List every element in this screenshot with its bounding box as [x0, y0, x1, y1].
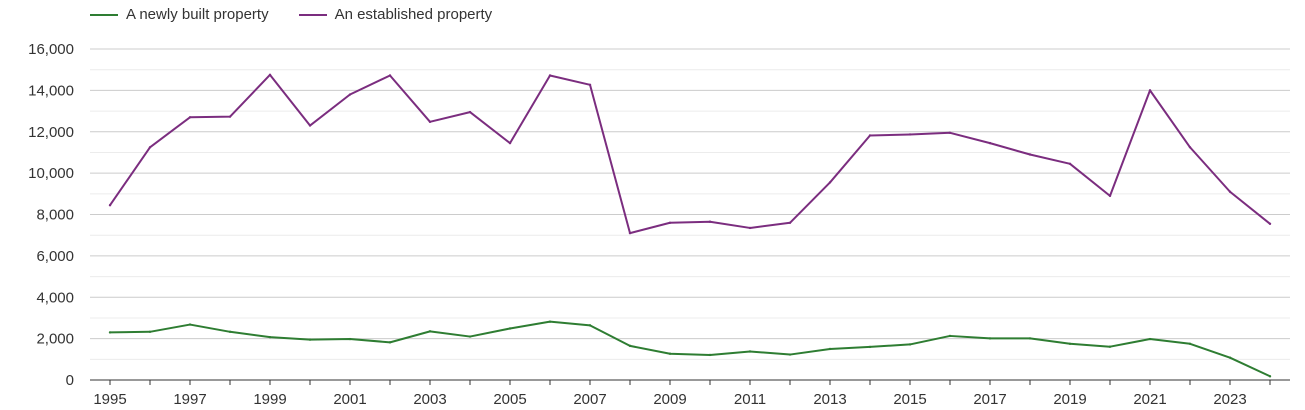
x-tick-label: 2015: [893, 391, 926, 408]
data-point-established: [548, 74, 552, 77]
gridlines: [90, 48, 1290, 360]
data-point-new-build: [1108, 345, 1112, 348]
data-point-established: [1108, 194, 1112, 198]
data-point-new-build: [148, 330, 152, 333]
chart-legend: A newly built property An established pr…: [90, 6, 492, 23]
data-point-established: [428, 120, 432, 124]
data-point-established: [348, 93, 352, 96]
x-tick-label: 2011: [734, 391, 766, 408]
data-point-established: [388, 74, 392, 77]
x-tick-label: 1999: [253, 391, 286, 408]
data-point-established: [948, 131, 952, 134]
series-lines: [108, 73, 1272, 378]
data-point-established: [508, 141, 512, 145]
y-tick-label: 0: [66, 372, 74, 389]
data-point-new-build: [1268, 375, 1272, 378]
data-point-established: [1268, 222, 1272, 226]
x-tick-label: 2017: [973, 391, 1006, 408]
data-point-established: [708, 220, 712, 223]
x-tick-label: 2021: [1133, 391, 1166, 408]
data-point-new-build: [588, 324, 592, 327]
y-tick-label: 4,000: [36, 289, 74, 306]
data-point-established: [1228, 190, 1232, 193]
x-tick-label: 2003: [413, 391, 446, 408]
data-point-established: [108, 203, 112, 207]
y-tick-label: 8,000: [36, 207, 74, 224]
data-point-new-build: [348, 337, 352, 341]
x-tick-label: 2019: [1053, 391, 1086, 408]
data-point-established: [668, 221, 672, 224]
legend-swatch-new-build: [90, 13, 118, 16]
data-point-established: [1188, 146, 1192, 149]
data-point-established: [588, 83, 592, 86]
data-point-new-build: [828, 347, 832, 351]
legend-label-established: An established property: [334, 6, 493, 23]
data-point-new-build: [868, 345, 872, 349]
data-point-new-build: [188, 323, 192, 326]
y-tick-label: 16,000: [28, 41, 74, 58]
data-point-new-build: [228, 330, 232, 333]
data-point-new-build: [1148, 337, 1152, 341]
data-point-established: [748, 226, 752, 230]
data-point-established: [868, 134, 872, 137]
data-point-new-build: [948, 334, 952, 338]
data-point-established: [308, 124, 312, 127]
series-line-established: [109, 73, 1271, 235]
x-tick-label: 1995: [93, 391, 126, 408]
y-tick-label: 2,000: [36, 331, 74, 348]
data-point-established: [988, 141, 992, 145]
legend-item-new-build[interactable]: A newly built property: [90, 6, 269, 23]
data-point-new-build: [308, 338, 312, 341]
data-point-new-build: [1228, 356, 1232, 359]
y-tick-label: 12,000: [28, 124, 74, 141]
data-point-new-build: [108, 331, 112, 334]
data-point-new-build: [788, 353, 792, 356]
data-point-established: [268, 73, 272, 77]
data-point-new-build: [908, 343, 912, 346]
data-point-new-build: [1188, 342, 1192, 345]
data-point-new-build: [988, 337, 992, 340]
data-point-new-build: [388, 341, 392, 344]
data-point-established: [1028, 153, 1032, 156]
series-line-new-build: [109, 320, 1271, 378]
x-tick-label: 2001: [333, 391, 366, 408]
x-tick-label: 2005: [493, 391, 526, 408]
y-tick-label: 6,000: [36, 248, 74, 265]
legend-label-new-build: A newly built property: [126, 6, 269, 23]
data-point-new-build: [508, 327, 512, 330]
data-point-new-build: [548, 320, 552, 323]
x-tick-label: 2007: [573, 391, 606, 408]
x-tick-label: 2013: [813, 391, 846, 408]
data-point-new-build: [748, 350, 752, 353]
data-point-new-build: [628, 344, 632, 348]
legend-swatch-established: [298, 13, 327, 16]
data-point-new-build: [668, 352, 672, 355]
data-point-established: [628, 231, 632, 235]
data-point-established: [1068, 162, 1072, 166]
data-point-established: [188, 116, 192, 119]
data-point-new-build: [468, 335, 472, 338]
y-tick-label: 10,000: [28, 165, 74, 182]
axes: 0 2,000 4,000 6,000 8,000 10,000 12,000 14,000 1…: [28, 41, 1290, 408]
y-tick-label: 14,000: [28, 82, 74, 99]
data-point-established: [788, 221, 792, 224]
data-point-new-build: [1028, 337, 1032, 340]
data-point-established: [228, 115, 232, 118]
x-tick-label: 1997: [173, 391, 206, 408]
x-tick-label: 2009: [653, 391, 686, 408]
data-point-new-build: [708, 353, 712, 357]
data-point-established: [828, 181, 832, 184]
data-point-established: [468, 110, 472, 114]
data-point-established: [908, 133, 912, 136]
legend-item-established[interactable]: An established property: [298, 6, 493, 23]
data-point-established: [148, 146, 152, 149]
x-tick-label: 2023: [1213, 391, 1246, 408]
data-point-new-build: [1068, 342, 1072, 345]
data-point-new-build: [268, 335, 272, 339]
data-point-new-build: [428, 330, 432, 333]
data-point-established: [1148, 89, 1152, 92]
